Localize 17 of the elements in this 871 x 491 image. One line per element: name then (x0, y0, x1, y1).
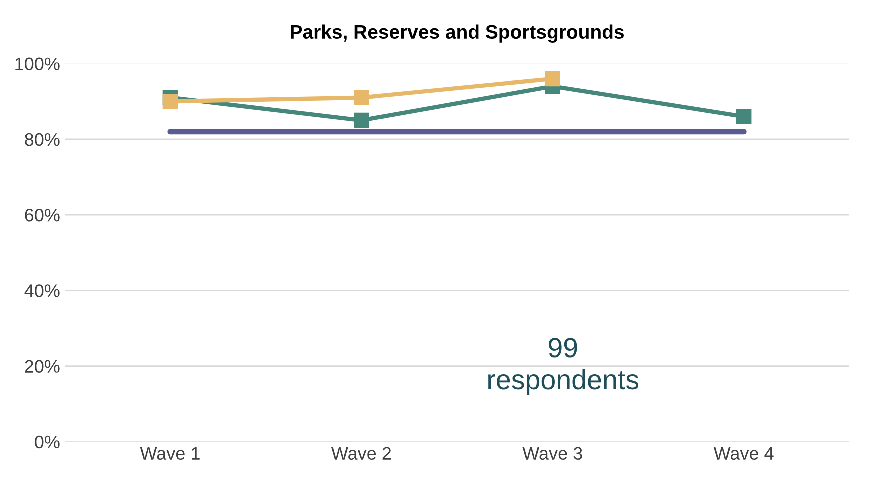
point (736, 109, 752, 124)
x-tick-label: Wave 1 (140, 447, 200, 460)
y-tick-label: 40% (24, 284, 60, 298)
y-tick-label: 100% (16, 58, 60, 71)
y-tick-label: 60% (25, 208, 60, 222)
x-tick-label: Wave 3 (522, 447, 582, 460)
y-tick-label: 0% (35, 436, 60, 449)
point (162, 94, 178, 110)
point (545, 71, 561, 87)
x-tick-label: Wave 4 (714, 447, 774, 460)
point (354, 90, 370, 106)
y-tick-label: 20% (25, 360, 60, 374)
point (354, 112, 370, 128)
x-tick-label: Wave 2 (331, 447, 392, 460)
y-tick-label: 80% (25, 133, 60, 146)
annotation: 99 respondents (488, 338, 639, 396)
chart-title: Parks, Reserves and Sportsgrounds (291, 24, 624, 43)
